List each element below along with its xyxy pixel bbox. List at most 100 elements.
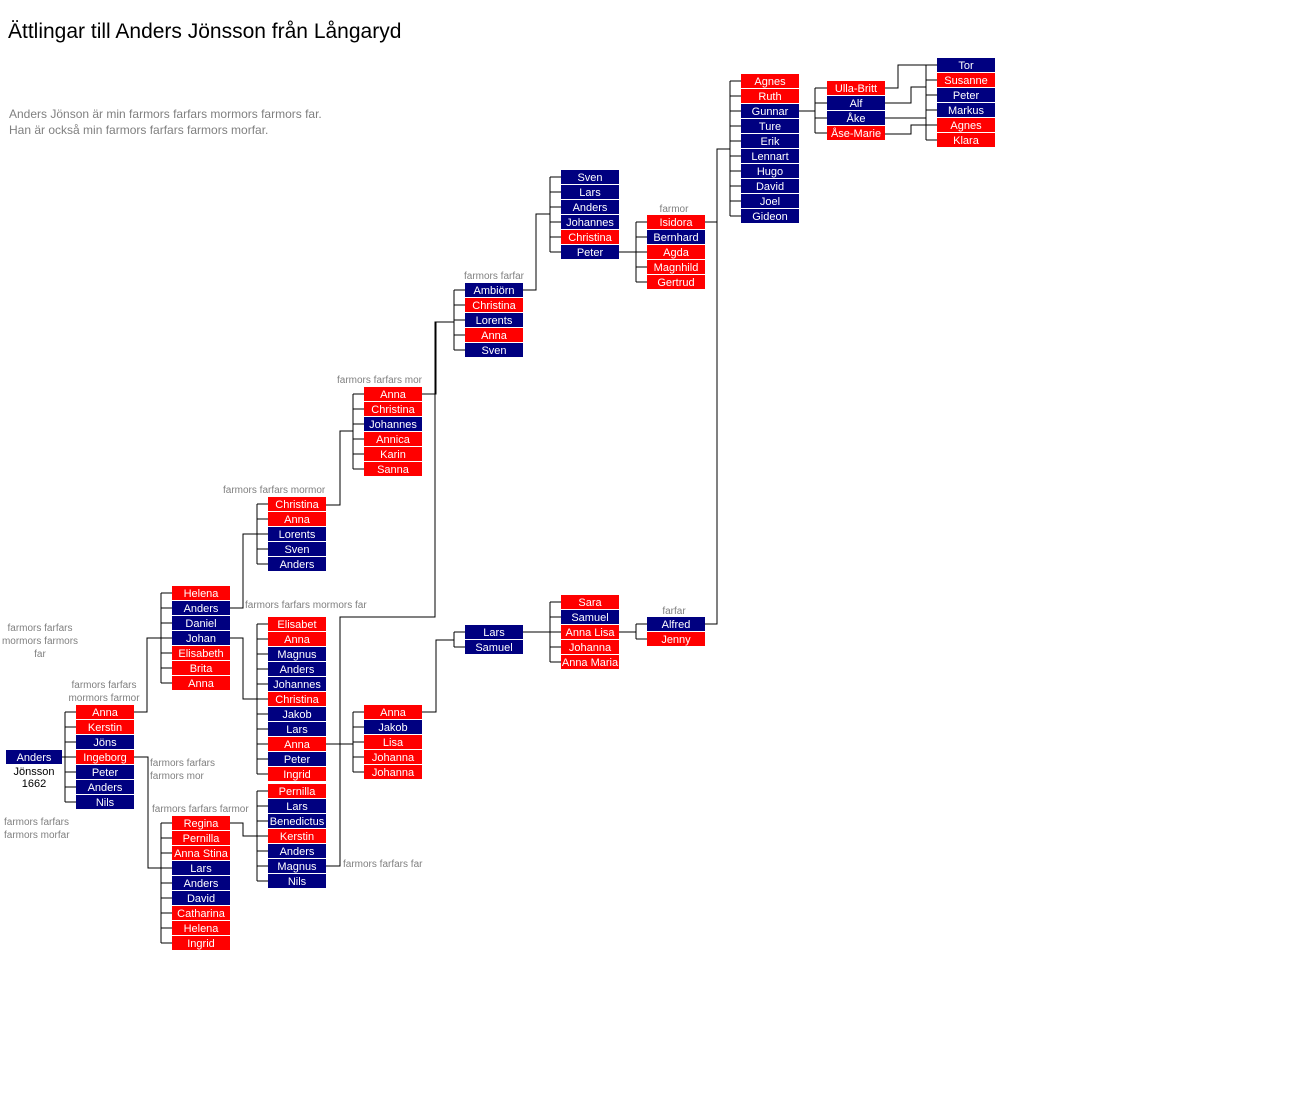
person-g12-1[interactable]: Samuel: [561, 610, 619, 624]
person-g3-3[interactable]: Lars: [172, 861, 230, 875]
person-g13-2[interactable]: Agda: [647, 245, 705, 259]
person-g15-7[interactable]: David: [741, 179, 799, 193]
person-g3-0[interactable]: Regina: [172, 816, 230, 830]
person-g4-3[interactable]: Sven: [268, 542, 326, 556]
person-g9-2[interactable]: Lorents: [465, 313, 523, 327]
person-g11-4[interactable]: Christina: [561, 230, 619, 244]
person-g1-0[interactable]: Anna: [76, 705, 134, 719]
person-g6-2[interactable]: Benedictus: [268, 814, 326, 828]
person-g7-0[interactable]: Anna: [364, 387, 422, 401]
person-g16-3[interactable]: Åse-Marie: [827, 126, 885, 140]
person-g17-5[interactable]: Klara: [937, 133, 995, 147]
person-g11-0[interactable]: Sven: [561, 170, 619, 184]
person-g3-8[interactable]: Ingrid: [172, 936, 230, 950]
person-g15-1[interactable]: Ruth: [741, 89, 799, 103]
person-g2-4[interactable]: Elisabeth: [172, 646, 230, 660]
person-g3-6[interactable]: Catharina: [172, 906, 230, 920]
person-g15-5[interactable]: Lennart: [741, 149, 799, 163]
person-g6-4[interactable]: Anders: [268, 844, 326, 858]
person-g15-6[interactable]: Hugo: [741, 164, 799, 178]
person-g17-1[interactable]: Susanne: [937, 73, 995, 87]
person-g2-2[interactable]: Daniel: [172, 616, 230, 630]
person-g5-2[interactable]: Magnus: [268, 647, 326, 661]
person-g2-1[interactable]: Anders: [172, 601, 230, 615]
person-g17-4[interactable]: Agnes: [937, 118, 995, 132]
person-g15-8[interactable]: Joel: [741, 194, 799, 208]
person-g7-4[interactable]: Karin: [364, 447, 422, 461]
person-g2-3[interactable]: Johan: [172, 631, 230, 645]
person-g15-4[interactable]: Erik: [741, 134, 799, 148]
person-g12-4[interactable]: Anna Maria: [561, 655, 619, 669]
person-g11-1[interactable]: Lars: [561, 185, 619, 199]
person-g8-1[interactable]: Jakob: [364, 720, 422, 734]
person-g2-5[interactable]: Brita: [172, 661, 230, 675]
person-g11-3[interactable]: Johannes: [561, 215, 619, 229]
person-g12-2[interactable]: Anna Lisa: [561, 625, 619, 639]
person-g12-0[interactable]: Sara: [561, 595, 619, 609]
person-g11-2[interactable]: Anders: [561, 200, 619, 214]
person-g1-3[interactable]: Ingeborg: [76, 750, 134, 764]
person-g5-0[interactable]: Elisabet: [268, 617, 326, 631]
person-g8-3[interactable]: Johanna: [364, 750, 422, 764]
person-g9-4[interactable]: Sven: [465, 343, 523, 357]
person-g4-1[interactable]: Anna: [268, 512, 326, 526]
person-g10-1[interactable]: Samuel: [465, 640, 523, 654]
person-g5-6[interactable]: Jakob: [268, 707, 326, 721]
person-g3-4[interactable]: Anders: [172, 876, 230, 890]
person-g3-2[interactable]: Anna Stina: [172, 846, 230, 860]
person-g14-0[interactable]: Alfred: [647, 617, 705, 631]
person-g4-0[interactable]: Christina: [268, 497, 326, 511]
person-g15-2[interactable]: Gunnar: [741, 104, 799, 118]
person-g6-5[interactable]: Magnus: [268, 859, 326, 873]
person-g5-3[interactable]: Anders: [268, 662, 326, 676]
person-g1-5[interactable]: Anders: [76, 780, 134, 794]
person-g12-3[interactable]: Johanna: [561, 640, 619, 654]
person-g6-0[interactable]: Pernilla: [268, 784, 326, 798]
person-g3-5[interactable]: David: [172, 891, 230, 905]
person-g6-3[interactable]: Kerstin: [268, 829, 326, 843]
person-g1-1[interactable]: Kerstin: [76, 720, 134, 734]
person-g2-6[interactable]: Anna: [172, 676, 230, 690]
person-g6-6[interactable]: Nils: [268, 874, 326, 888]
person-g5-10[interactable]: Ingrid: [268, 767, 326, 781]
person-g9-1[interactable]: Christina: [465, 298, 523, 312]
person-g7-2[interactable]: Johannes: [364, 417, 422, 431]
person-g13-1[interactable]: Bernhard: [647, 230, 705, 244]
person-g3-1[interactable]: Pernilla: [172, 831, 230, 845]
person-g2-0[interactable]: Helena: [172, 586, 230, 600]
person-g7-1[interactable]: Christina: [364, 402, 422, 416]
person-g13-0[interactable]: Isidora: [647, 215, 705, 229]
person-g11-5[interactable]: Peter: [561, 245, 619, 259]
person-g4-4[interactable]: Anders: [268, 557, 326, 571]
person-g15-9[interactable]: Gideon: [741, 209, 799, 223]
person-g16-2[interactable]: Åke: [827, 111, 885, 125]
person-g13-4[interactable]: Gertrud: [647, 275, 705, 289]
person-g7-5[interactable]: Sanna: [364, 462, 422, 476]
person-g3-7[interactable]: Helena: [172, 921, 230, 935]
person-g1-2[interactable]: Jöns: [76, 735, 134, 749]
person-g6-1[interactable]: Lars: [268, 799, 326, 813]
person-g5-8[interactable]: Anna: [268, 737, 326, 751]
person-g9-0[interactable]: Ambiörn: [465, 283, 523, 297]
person-g17-0[interactable]: Tor: [937, 58, 995, 72]
person-g5-1[interactable]: Anna: [268, 632, 326, 646]
person-g17-3[interactable]: Markus: [937, 103, 995, 117]
person-g15-3[interactable]: Ture: [741, 119, 799, 133]
person-g16-1[interactable]: Alf: [827, 96, 885, 110]
person-g9-3[interactable]: Anna: [465, 328, 523, 342]
person-g16-0[interactable]: Ulla-Britt: [827, 81, 885, 95]
person-g8-4[interactable]: Johanna: [364, 765, 422, 779]
person-g15-0[interactable]: Agnes: [741, 74, 799, 88]
person-g14-1[interactable]: Jenny: [647, 632, 705, 646]
person-g1-4[interactable]: Peter: [76, 765, 134, 779]
person-g8-2[interactable]: Lisa: [364, 735, 422, 749]
person-g5-9[interactable]: Peter: [268, 752, 326, 766]
person-g7-3[interactable]: Annica: [364, 432, 422, 446]
person-g1-6[interactable]: Nils: [76, 795, 134, 809]
person-g8-0[interactable]: Anna: [364, 705, 422, 719]
person-g13-3[interactable]: Magnhild: [647, 260, 705, 274]
person-g5-5[interactable]: Christina: [268, 692, 326, 706]
person-g5-7[interactable]: Lars: [268, 722, 326, 736]
person-g10-0[interactable]: Lars: [465, 625, 523, 639]
